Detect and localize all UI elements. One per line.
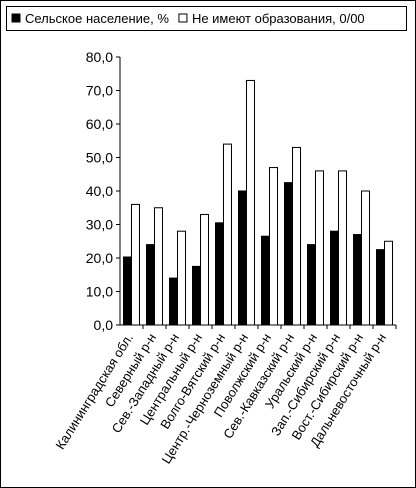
bar [192,265,201,326]
y-tick-label: 50,0 [86,150,113,166]
bar [177,230,186,326]
bar [284,182,293,326]
bar [131,203,140,326]
legend-swatch [178,13,188,23]
y-tick-label: 0,0 [94,317,114,333]
legend-swatch [11,13,21,23]
bar [123,256,132,326]
y-tick-label: 20,0 [86,250,113,266]
bar [376,249,385,326]
y-tick-label: 30,0 [86,217,113,233]
bar [269,167,278,326]
y-tick-label: 60,0 [86,116,113,132]
bar [307,244,316,326]
y-tick-label: 10,0 [86,284,113,300]
bar [384,240,393,326]
bar [261,235,270,326]
y-tick-label: 80,0 [86,49,113,65]
bar [315,170,324,326]
bar [292,146,301,326]
y-tick-label: 40,0 [86,183,113,199]
legend-label: Не имеют образования, 0/00 [192,11,365,26]
bar [169,277,178,326]
bar [238,190,247,326]
bar [353,234,362,326]
bar [246,79,255,326]
bar [215,222,224,326]
bar [361,190,370,326]
bar [330,230,339,326]
legend-label: Сельское население, % [25,11,169,26]
legend-box [6,6,407,31]
y-tick-label: 70,0 [86,83,113,99]
bar [154,207,163,326]
bar [200,213,209,326]
bar [338,170,347,326]
bar [223,143,232,326]
bar [146,244,155,326]
